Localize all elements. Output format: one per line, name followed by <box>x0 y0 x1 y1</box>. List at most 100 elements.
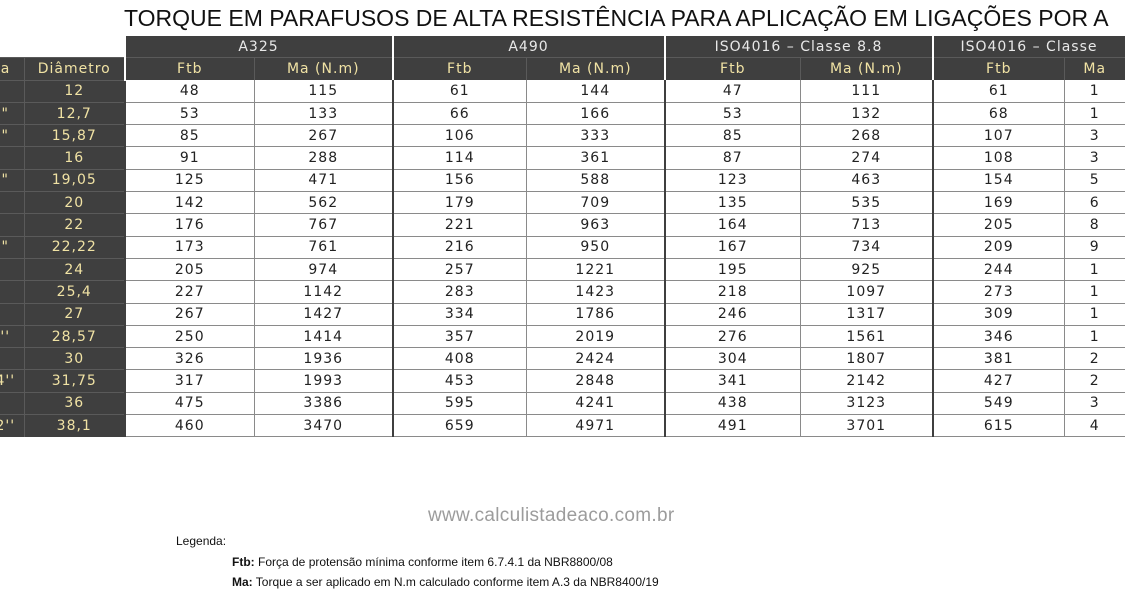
group-header-row: A325 A490 ISO4016 – Classe 8.8 ISO4016 –… <box>0 36 1125 58</box>
ma-value-cell: 2142 <box>800 369 933 393</box>
table-row: 27 267 1427 334 1786 246 1317 309 1 <box>0 302 1125 326</box>
ma-value-cell: 4241 <box>526 392 665 416</box>
table-row: '' 28,57 250 1414 357 2019 276 1561 346 1 <box>0 324 1125 349</box>
ma-value-cell: 1317 <box>800 303 933 326</box>
ftb-value-cell: 273 <box>931 280 1065 304</box>
ma-value-cell: 144 <box>526 80 665 103</box>
ftb-value-cell: 66 <box>391 102 527 126</box>
ftb-value-cell: 125 <box>123 169 255 193</box>
ma-value-cell: 3386 <box>254 392 393 416</box>
ma-value-cell: 950 <box>526 236 665 259</box>
column-header-ftb: Ftb <box>391 57 527 81</box>
ma-value-cell: 268 <box>800 124 933 148</box>
bolt-size-cell: " <box>0 168 25 192</box>
ftb-value-cell: 85 <box>663 124 801 148</box>
ma-value-cell: 535 <box>800 191 933 215</box>
ftb-value-cell: 346 <box>931 325 1065 349</box>
bolt-size-cell: 4'' <box>0 369 25 393</box>
bolt-size-cell: " <box>0 235 25 259</box>
ma-value-cell: 3 <box>1064 392 1125 416</box>
bolt-size-cell: " <box>0 101 25 125</box>
table-body: 12 48 115 61 144 47 111 61 1 " 12,7 53 133 66 166 53 132… <box>0 79 1125 438</box>
torque-table: A325 A490 ISO4016 – Classe 8.8 ISO4016 –… <box>0 36 1125 438</box>
ma-value-cell: 1 <box>1064 280 1125 304</box>
ma-value-cell: 588 <box>526 169 665 193</box>
legend-text: Força de protensão mínima conforme item … <box>258 555 613 569</box>
ma-value-cell: 2 <box>1064 369 1125 393</box>
ma-value-cell: 1 <box>1064 258 1125 282</box>
ma-value-cell: 166 <box>526 102 665 126</box>
ftb-value-cell: 427 <box>931 369 1065 393</box>
table-row: 36 475 3386 595 4241 438 3123 549 3 <box>0 391 1125 416</box>
ma-value-cell: 767 <box>254 213 393 237</box>
legend-text: Torque a ser aplicado em N.m calculado c… <box>255 575 659 589</box>
table-row: " 19,05 125 471 156 588 123 463 154 5 <box>0 168 1125 193</box>
legend-key: Ftb: <box>232 555 255 569</box>
ftb-value-cell: 167 <box>663 236 801 259</box>
column-header-ma: Ma <box>1064 57 1125 81</box>
column-header-ftb: Ftb <box>123 57 255 81</box>
group-header-iso-classe: ISO4016 – Classe <box>931 36 1125 58</box>
ma-value-cell: 471 <box>254 169 393 193</box>
ftb-value-cell: 381 <box>931 347 1065 371</box>
ftb-value-cell: 123 <box>663 169 801 193</box>
ma-value-cell: 1 <box>1064 303 1125 326</box>
ftb-value-cell: 61 <box>931 80 1065 103</box>
ftb-value-cell: 317 <box>123 369 255 393</box>
ma-value-cell: 267 <box>254 124 393 148</box>
table-row: 16 91 288 114 361 87 274 108 3 <box>0 146 1125 170</box>
ftb-value-cell: 53 <box>123 102 255 126</box>
table-row: " 15,87 85 267 106 333 85 268 107 3 <box>0 124 1125 148</box>
ma-value-cell: 709 <box>526 191 665 215</box>
watermark-url: www.calculistadeaco.com.br <box>428 505 675 526</box>
ftb-value-cell: 257 <box>391 258 527 282</box>
ma-value-cell: 132 <box>800 102 933 126</box>
diameter-cell: 16 <box>24 146 125 170</box>
table-row: 25,4 227 1142 283 1423 218 1097 273 1 <box>0 280 1125 304</box>
ma-value-cell: 1561 <box>800 325 933 349</box>
ftb-value-cell: 438 <box>663 392 801 416</box>
ftb-value-cell: 357 <box>391 325 527 349</box>
bolt-size-cell <box>0 213 25 237</box>
bolt-size-cell <box>0 391 25 415</box>
ftb-value-cell: 326 <box>123 347 255 371</box>
ma-value-cell: 963 <box>526 213 665 237</box>
ma-value-cell: 974 <box>254 258 393 282</box>
ma-value-cell: 333 <box>526 124 665 148</box>
ma-value-cell: 734 <box>800 236 933 259</box>
ftb-value-cell: 244 <box>931 258 1065 282</box>
group-header-a490: A490 <box>391 36 665 58</box>
column-header-row: a Diâmetro Ftb Ma (N.m) Ftb Ma (N.m) Ftb… <box>0 57 1125 81</box>
ma-value-cell: 274 <box>800 146 933 170</box>
ma-value-cell: 1936 <box>254 347 393 371</box>
ma-value-cell: 3 <box>1064 146 1125 170</box>
column-header-ma: Ma (N.m) <box>526 57 665 81</box>
ma-value-cell: 4971 <box>526 414 665 438</box>
ma-value-cell: 2 <box>1064 347 1125 371</box>
legend-key: Ma: <box>232 575 253 589</box>
diameter-cell: 27 <box>24 302 125 326</box>
ma-value-cell: 1807 <box>800 347 933 371</box>
ftb-value-cell: 135 <box>663 191 801 215</box>
ma-value-cell: 1 <box>1064 80 1125 103</box>
ftb-value-cell: 142 <box>123 191 255 215</box>
ma-value-cell: 3 <box>1064 124 1125 148</box>
ma-value-cell: 8 <box>1064 213 1125 237</box>
ftb-value-cell: 216 <box>391 236 527 259</box>
diameter-cell: 20 <box>24 191 125 214</box>
bolt-size-cell <box>0 191 25 214</box>
ftb-value-cell: 491 <box>663 414 801 438</box>
legend-item-ftb: Ftb: Força de protensão mínima conforme … <box>232 555 613 569</box>
ftb-value-cell: 91 <box>123 146 255 170</box>
ma-value-cell: 1427 <box>254 303 393 326</box>
group-header-blank <box>0 36 125 58</box>
bolt-size-cell: '' <box>0 324 25 348</box>
ma-value-cell: 3701 <box>800 414 933 438</box>
ma-value-cell: 925 <box>800 258 933 282</box>
bolt-size-cell <box>0 257 25 281</box>
ftb-value-cell: 408 <box>391 347 527 371</box>
ftb-value-cell: 334 <box>391 303 527 326</box>
diameter-cell: 19,05 <box>24 168 125 192</box>
ftb-value-cell: 154 <box>931 169 1065 193</box>
